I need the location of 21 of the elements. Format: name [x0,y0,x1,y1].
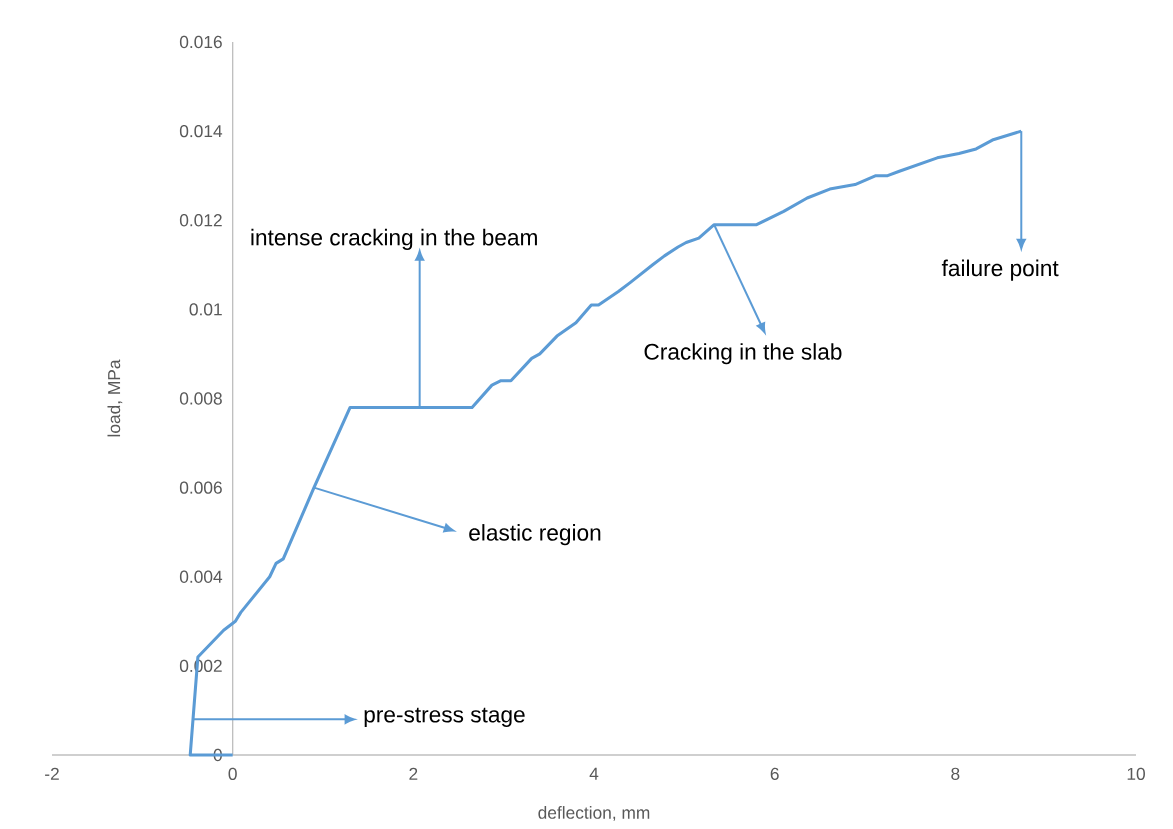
annotation: pre-stress stage [364,707,525,728]
y-tick-label: 0.014 [179,124,223,138]
y-tick-label: 0.01 [189,303,222,316]
y-tick-label: 0.008 [179,392,222,405]
annotation: Cracking in the slab [644,343,842,365]
x-tick-label: -2 [45,767,59,780]
annotation: failure point [941,259,1059,281]
y-tick-label: 0.006 [179,481,222,494]
x-tick-label: 4 [589,767,599,780]
y-axis-title: load, MPa [107,359,123,437]
x-tick-label: 2 [409,767,418,780]
annotation: elastic region [469,524,601,546]
annotation: intense cracking in the beam [251,228,537,250]
x-tick-label: 0 [228,767,237,780]
x-axis-title: deflection, mm [538,806,650,821]
x-tick-label: 6 [770,767,779,780]
x-tick-label: 10 [1127,767,1145,780]
x-tick-label: 8 [951,767,960,780]
y-tick-label: 0.004 [179,570,223,583]
y-tick-label: 0.012 [179,214,222,227]
y-tick-label: 0.016 [179,35,222,49]
